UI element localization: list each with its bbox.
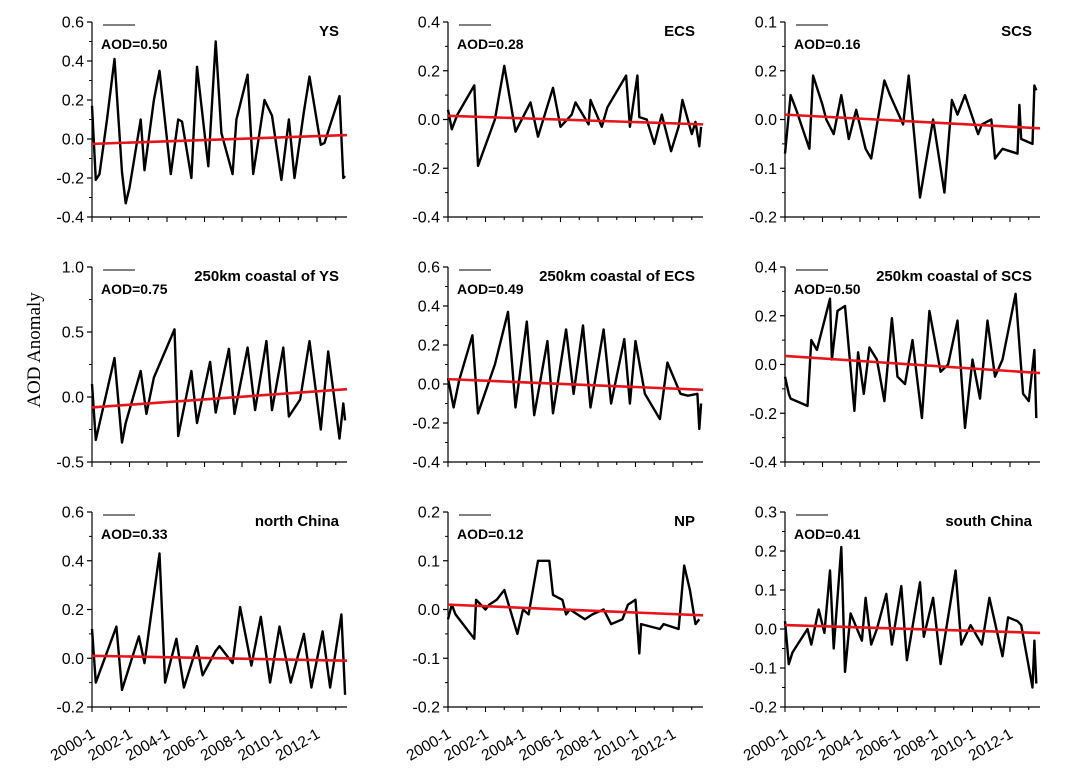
trend-line (447, 114, 704, 126)
panel-title: north China (255, 513, 340, 530)
series-line (90, 552, 347, 695)
panel-3: -0.2 -0.1 0.0 0.2 0.1 SCS AOD=0.16 (749, 15, 1041, 227)
y-axis-label: AOD Anomaly (24, 292, 45, 408)
y-tick-label: -0.2 (412, 700, 440, 717)
y-tick-label: 0.1 (755, 583, 777, 600)
y-tick-label: 0.0 (755, 112, 777, 129)
y-tick-label: 0.0 (418, 602, 440, 619)
y-tick-label: 0.6 (62, 505, 84, 522)
y-tick-label: -0.4 (412, 455, 440, 472)
panel-5: -0.4 -0.2 0.0 0.2 0.4 0.6 250km coastal of ECS… (412, 260, 704, 472)
series-line (446, 310, 703, 431)
y-tick-label: 0.6 (62, 15, 84, 32)
y-tick-label: -0.1 (749, 661, 777, 678)
x-axis-tick-labels: 2000-12002-12004-12006-12008-12010-12012… (48, 726, 1016, 765)
y-tick-label: 0.4 (62, 54, 84, 71)
mean-aod-label: AOD=0.41 (794, 526, 861, 542)
panel-title: YS (319, 23, 339, 40)
y-tick-label: -0.2 (56, 171, 84, 188)
y-tick-label: 0.0 (62, 390, 84, 407)
y-tick-label: 0.2 (62, 602, 84, 619)
y-tick-label: -0.1 (749, 161, 777, 178)
panel-6: -0.4 -0.2 0.0 0.2 0.4 250km coastal of SCS AOD… (749, 260, 1041, 472)
y-tick-label: 0.0 (755, 357, 777, 374)
y-tick-label: 0.4 (755, 260, 777, 277)
panel-title: 250km coastal of ECS (539, 268, 695, 285)
trend-line (447, 603, 704, 617)
y-tick-label: -0.2 (749, 210, 777, 227)
series-line (783, 292, 1038, 430)
mean-aod-label: AOD=0.28 (457, 36, 524, 52)
y-tick-label: 0.2 (418, 63, 440, 80)
trend-line (91, 654, 348, 662)
y-tick-label: -0.2 (56, 700, 84, 717)
y-tick-label: 0.0 (62, 651, 84, 668)
y-tick-label: -0.1 (412, 651, 440, 668)
trend-line (91, 387, 348, 409)
y-tick-label: 0.0 (418, 377, 440, 394)
panel-title: SCS (1001, 23, 1032, 40)
series-line (446, 64, 703, 168)
panel-8: -0.2 -0.1 0.0 0.1 0.2 NP AOD=0.12 (412, 505, 704, 717)
y-tick-label: -0.2 (749, 406, 777, 423)
y-tick-label: 0.2 (755, 544, 777, 561)
series-line (783, 74, 1038, 199)
panel-title: 250km coastal of SCS (876, 268, 1032, 285)
chart-panels: -0.4 -0.2 0.0 0.2 0.4 0.6 YS AOD=0.50 -0.4 -0.2 0.… (56, 15, 1041, 717)
y-tick-label: 0.0 (62, 132, 84, 149)
y-tick-label: 0.4 (418, 15, 440, 32)
trend-line (447, 377, 704, 392)
y-tick-label: 0.4 (62, 553, 84, 570)
panel-4: -0.5 0.0 0.5 1.0 250km coastal of YS AOD=0.75 (56, 260, 348, 472)
mean-aod-label: AOD=0.12 (457, 526, 524, 542)
panel-1: -0.4 -0.2 0.0 0.2 0.4 0.6 YS AOD=0.50 (56, 15, 348, 227)
panel-9: -0.2 -0.1 0.0 0.1 0.2 0.3 south China AOD=0.41 (749, 505, 1041, 717)
panel-title: 250km coastal of YS (194, 268, 339, 285)
y-tick-label: 0.4 (418, 299, 440, 316)
y-tick-label: 0.0 (418, 112, 440, 129)
y-tick-label: 0.2 (418, 338, 440, 355)
y-tick-label: -0.4 (56, 210, 84, 227)
y-tick-label: 0.2 (418, 505, 440, 522)
y-tick-label: 1.0 (62, 260, 84, 277)
panel-title: NP (674, 513, 695, 530)
panel-title: south China (945, 513, 1032, 530)
y-tick-label: 0.0 (755, 622, 777, 639)
y-tick-label: 0.6 (418, 260, 440, 277)
trend-line (784, 354, 1041, 375)
y-tick-label: -0.2 (412, 161, 440, 178)
mean-aod-label: AOD=0.50 (794, 281, 861, 297)
series-line (90, 40, 346, 205)
trend-line (784, 623, 1041, 635)
panel-title: ECS (664, 23, 695, 40)
panel-2: -0.4 -0.2 0.0 0.2 0.4 ECS AOD=0.28 (412, 15, 704, 227)
y-tick-label: 0.2 (62, 93, 84, 110)
mean-aod-label: AOD=0.33 (101, 526, 168, 542)
y-tick-label: 0.3 (755, 505, 777, 522)
series-line (783, 545, 1038, 689)
y-tick-label: -0.2 (749, 700, 777, 717)
mean-aod-label: AOD=0.49 (457, 281, 524, 297)
panel-7: -0.2 0.0 0.2 0.4 0.6 north China AOD=0.33 (56, 505, 348, 717)
y-tick-label: -0.4 (749, 455, 777, 472)
y-tick-label: -0.4 (412, 210, 440, 227)
y-tick-label: -0.2 (412, 416, 440, 433)
y-tick-label: 0.1 (418, 553, 440, 570)
mean-aod-label: AOD=0.75 (101, 281, 168, 297)
y-tick-label: 0.5 (62, 325, 84, 342)
y-tick-label: 0.1 (755, 15, 777, 32)
trend-line (91, 133, 348, 146)
mean-aod-label: AOD=0.16 (794, 36, 861, 52)
y-tick-label: 0.2 (755, 63, 777, 80)
trend-line (784, 113, 1041, 130)
y-tick-label: -0.5 (56, 455, 84, 472)
y-tick-label: 0.2 (755, 308, 777, 325)
mean-aod-label: AOD=0.50 (101, 36, 168, 52)
series-line (90, 328, 347, 444)
